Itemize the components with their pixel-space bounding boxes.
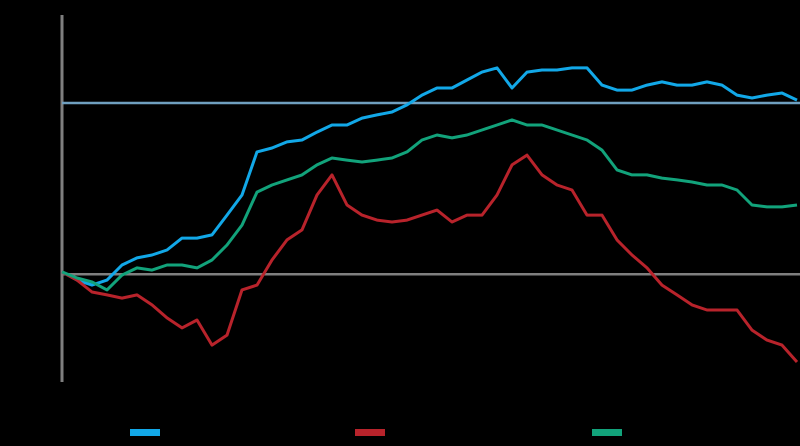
series-line xyxy=(61,118,798,292)
legend-swatch xyxy=(592,429,622,436)
series-line xyxy=(61,153,799,363)
legend-swatch xyxy=(355,429,385,436)
legend-swatch xyxy=(130,429,160,436)
series-line xyxy=(61,66,798,287)
